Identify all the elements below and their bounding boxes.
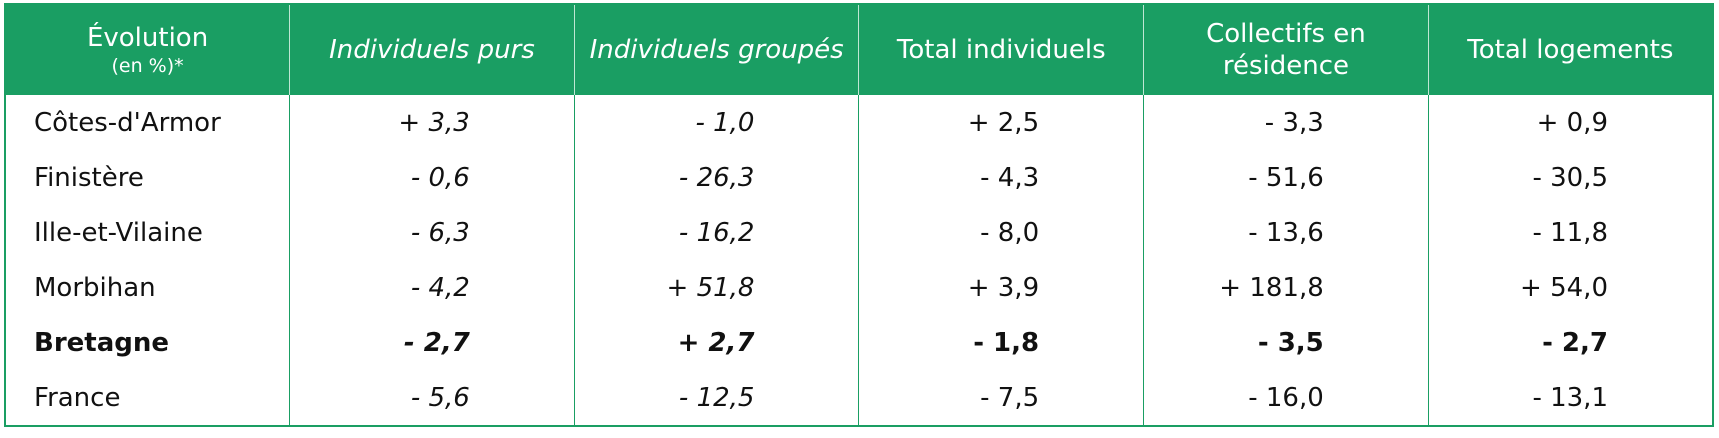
value-cell: - 2,7 bbox=[1427, 315, 1713, 370]
header-row: Évolution (en %)* Individuels purs Individu… bbox=[5, 4, 1713, 95]
value-cell: - 16,2 bbox=[573, 205, 859, 260]
data-table: Évolution (en %)* Individuels purs Individu… bbox=[4, 3, 1714, 427]
table-row: Ille-et-Vilaine - 6,3- 16,2- 8,0- 13,6- 1… bbox=[5, 205, 1713, 260]
value-cell: - 3,3 bbox=[1143, 95, 1429, 150]
row-label: France bbox=[34, 382, 121, 413]
value-cell: + 2,5 bbox=[858, 95, 1144, 150]
value-cell: + 0,9 bbox=[1427, 95, 1713, 150]
table-row: Finistère - 0,6- 26,3- 4,3- 51,6- 30,5 bbox=[5, 150, 1713, 205]
row-label: Finistère bbox=[34, 162, 144, 193]
value-cell: - 4,2 bbox=[289, 260, 575, 315]
header-cell: Individuels purs bbox=[289, 4, 575, 95]
table-body: Côtes-d'Armor + 3,3- 1,0 + 2,5- 3,3 + 0,9 Fi… bbox=[5, 95, 1713, 426]
header-label: Évolution bbox=[86, 23, 209, 53]
value-cell: - 26,3 bbox=[573, 150, 859, 205]
value-cell: - 5,6 bbox=[289, 370, 575, 426]
value-cell: - 7,5 bbox=[858, 370, 1144, 426]
header-cell: Évolution (en %)* bbox=[5, 4, 290, 95]
value-cell: - 12,5 bbox=[573, 370, 859, 426]
table-row: Côtes-d'Armor + 3,3- 1,0 + 2,5- 3,3 + 0,9 bbox=[5, 95, 1713, 150]
value-cell: - 11,8 bbox=[1427, 205, 1713, 260]
row-label: Bretagne bbox=[34, 327, 170, 358]
header-cell: Individuels groupés bbox=[573, 4, 859, 95]
value-cell: + 3,9 bbox=[858, 260, 1144, 315]
row-label: Côtes-d'Armor bbox=[34, 107, 221, 138]
row-label: Ille-et-Vilaine bbox=[34, 217, 203, 248]
value-cell: - 8,0 bbox=[858, 205, 1144, 260]
table-header: Évolution (en %)* Individuels purs Individu… bbox=[5, 4, 1713, 95]
value-cell: - 3,5 bbox=[1143, 315, 1429, 370]
header-cell: Collectifs en résidence bbox=[1143, 4, 1429, 95]
value-cell: - 0,6 bbox=[289, 150, 575, 205]
value-cell: - 51,6 bbox=[1143, 150, 1429, 205]
value-cell: - 13,1 bbox=[1427, 370, 1713, 426]
value-cell: - 13,6 bbox=[1143, 205, 1429, 260]
value-cell: + 181,8 bbox=[1143, 260, 1429, 315]
table-row: Bretagne - 2,7 + 2,7- 1,8- 3,5- 2,7 bbox=[5, 315, 1713, 370]
value-cell: - 6,3 bbox=[289, 205, 575, 260]
header-cell: Total logements bbox=[1427, 4, 1713, 95]
value-cell: + 2,7 bbox=[573, 315, 859, 370]
value-cell: + 51,8 bbox=[573, 260, 859, 315]
value-cell: + 54,0 bbox=[1427, 260, 1713, 315]
value-cell: - 16,0 bbox=[1143, 370, 1429, 426]
row-label: Morbihan bbox=[34, 272, 156, 303]
header-note: (en %)* bbox=[111, 55, 184, 77]
value-cell: - 2,7 bbox=[289, 315, 575, 370]
table-row: France - 5,6- 12,5- 7,5- 16,0- 13,1 bbox=[5, 370, 1713, 426]
value-cell: - 1,0 bbox=[573, 95, 859, 150]
header-cell: Total individuels bbox=[858, 4, 1144, 95]
value-cell: + 3,3 bbox=[289, 95, 575, 150]
value-cell: - 4,3 bbox=[858, 150, 1144, 205]
value-cell: - 30,5 bbox=[1427, 150, 1713, 205]
table-row: Morbihan - 4,2 + 51,8 + 3,9 + 181,8 + 54,0 bbox=[5, 260, 1713, 315]
value-cell: - 1,8 bbox=[858, 315, 1144, 370]
